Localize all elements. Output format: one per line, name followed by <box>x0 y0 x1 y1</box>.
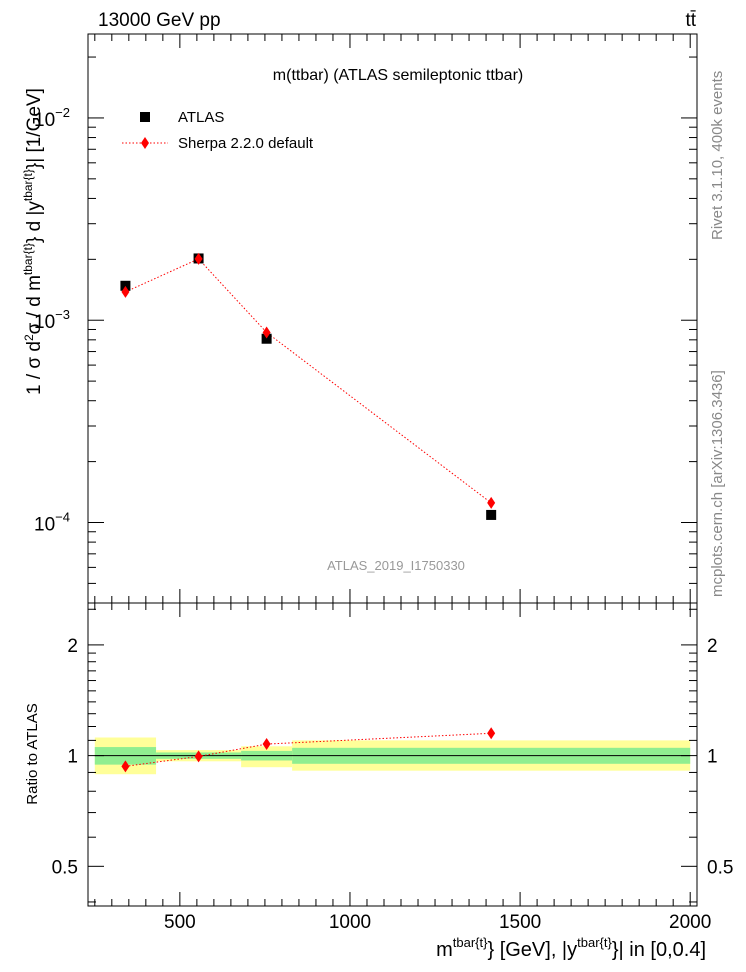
x-tick-label: 500 <box>164 912 196 933</box>
ratio-panel: 0.5 0.5 1 1 2 2 500 1000 1500 2000 Ratio to ATLA… <box>24 602 733 933</box>
sherpa-line <box>125 258 492 504</box>
sherpa-data-point <box>262 326 271 339</box>
main-y-tick-label: 10−3 <box>34 307 70 333</box>
x-tick-label: 2000 <box>669 912 711 933</box>
analysis-label: ATLAS_2019_I1750330 <box>327 558 465 573</box>
process-label: tt̄ <box>685 10 696 31</box>
sherpa-ratio-point <box>262 738 271 751</box>
ratio-y-tick-label-left: 0.5 <box>52 857 78 878</box>
rivet-version-label: Rivet 3.1.10, 400k events <box>709 71 726 240</box>
ratio-y-tick-label-right: 1 <box>707 747 718 768</box>
ratio-y-tick-label-left: 1 <box>67 747 78 768</box>
legend: ATLAS Sherpa 2.2.0 default <box>122 109 314 152</box>
sherpa-data-point <box>487 496 496 509</box>
ratio-data-layer <box>121 727 496 773</box>
ratio-x-axis-ticks: 500 1000 1500 2000 <box>94 603 711 933</box>
sherpa-ratio-point <box>194 750 203 763</box>
x-tick-label: 1000 <box>329 912 371 933</box>
sherpa-ratio-point <box>121 760 130 773</box>
sherpa-data-point <box>121 285 130 298</box>
main-panel: 10−4 10−3 10−2 m(ttbar) (ATLAS semileptoni… <box>21 33 698 604</box>
ratio-y-tick-label-right: 0.5 <box>707 857 733 878</box>
collision-label: 13000 GeV pp <box>98 10 221 31</box>
ratio-y-tick-label-right: 2 <box>707 636 718 657</box>
main-y-axis-label: 1 / σ d2σ / d mtbar{t}} d |ytbar{t}}| [1… <box>21 88 45 395</box>
main-x-axis-ticks <box>94 34 691 603</box>
legend-marker-sherpa <box>141 137 149 149</box>
ratio-plot-frame <box>87 602 698 907</box>
x-tick-label: 1500 <box>499 912 541 933</box>
chart-title: m(ttbar) (ATLAS semileptonic ttbar) <box>273 67 523 84</box>
ratio-y-axis-ticks: 0.5 0.5 1 1 2 2 <box>52 608 733 903</box>
legend-marker-atlas <box>140 112 150 122</box>
main-y-tick-label: 10−2 <box>34 105 70 131</box>
legend-label-atlas: ATLAS <box>178 109 224 126</box>
sherpa-ratio-point <box>487 727 496 740</box>
x-axis-label: mtbar{t}} [GeV], |ytbar{t}}| in [0,0.4] <box>436 935 706 961</box>
main-data-layer <box>120 252 497 520</box>
ratio-bands-layer <box>94 737 691 775</box>
atlas-data-point <box>120 280 131 291</box>
legend-label-sherpa: Sherpa 2.2.0 default <box>178 135 314 152</box>
ratio-y-tick-label-left: 2 <box>67 636 78 657</box>
atlas-data-point <box>261 333 272 344</box>
main-y-tick-label: 10−4 <box>34 510 70 536</box>
atlas-data-point <box>486 509 497 520</box>
sherpa-data-point <box>194 252 203 265</box>
mcplots-label: mcplots.cern.ch [arXiv:1306.3436] <box>709 370 726 597</box>
main-y-axis-ticks: 10−4 10−3 10−2 <box>34 56 697 604</box>
ratio-y-axis-label: Ratio to ATLAS <box>24 703 41 804</box>
